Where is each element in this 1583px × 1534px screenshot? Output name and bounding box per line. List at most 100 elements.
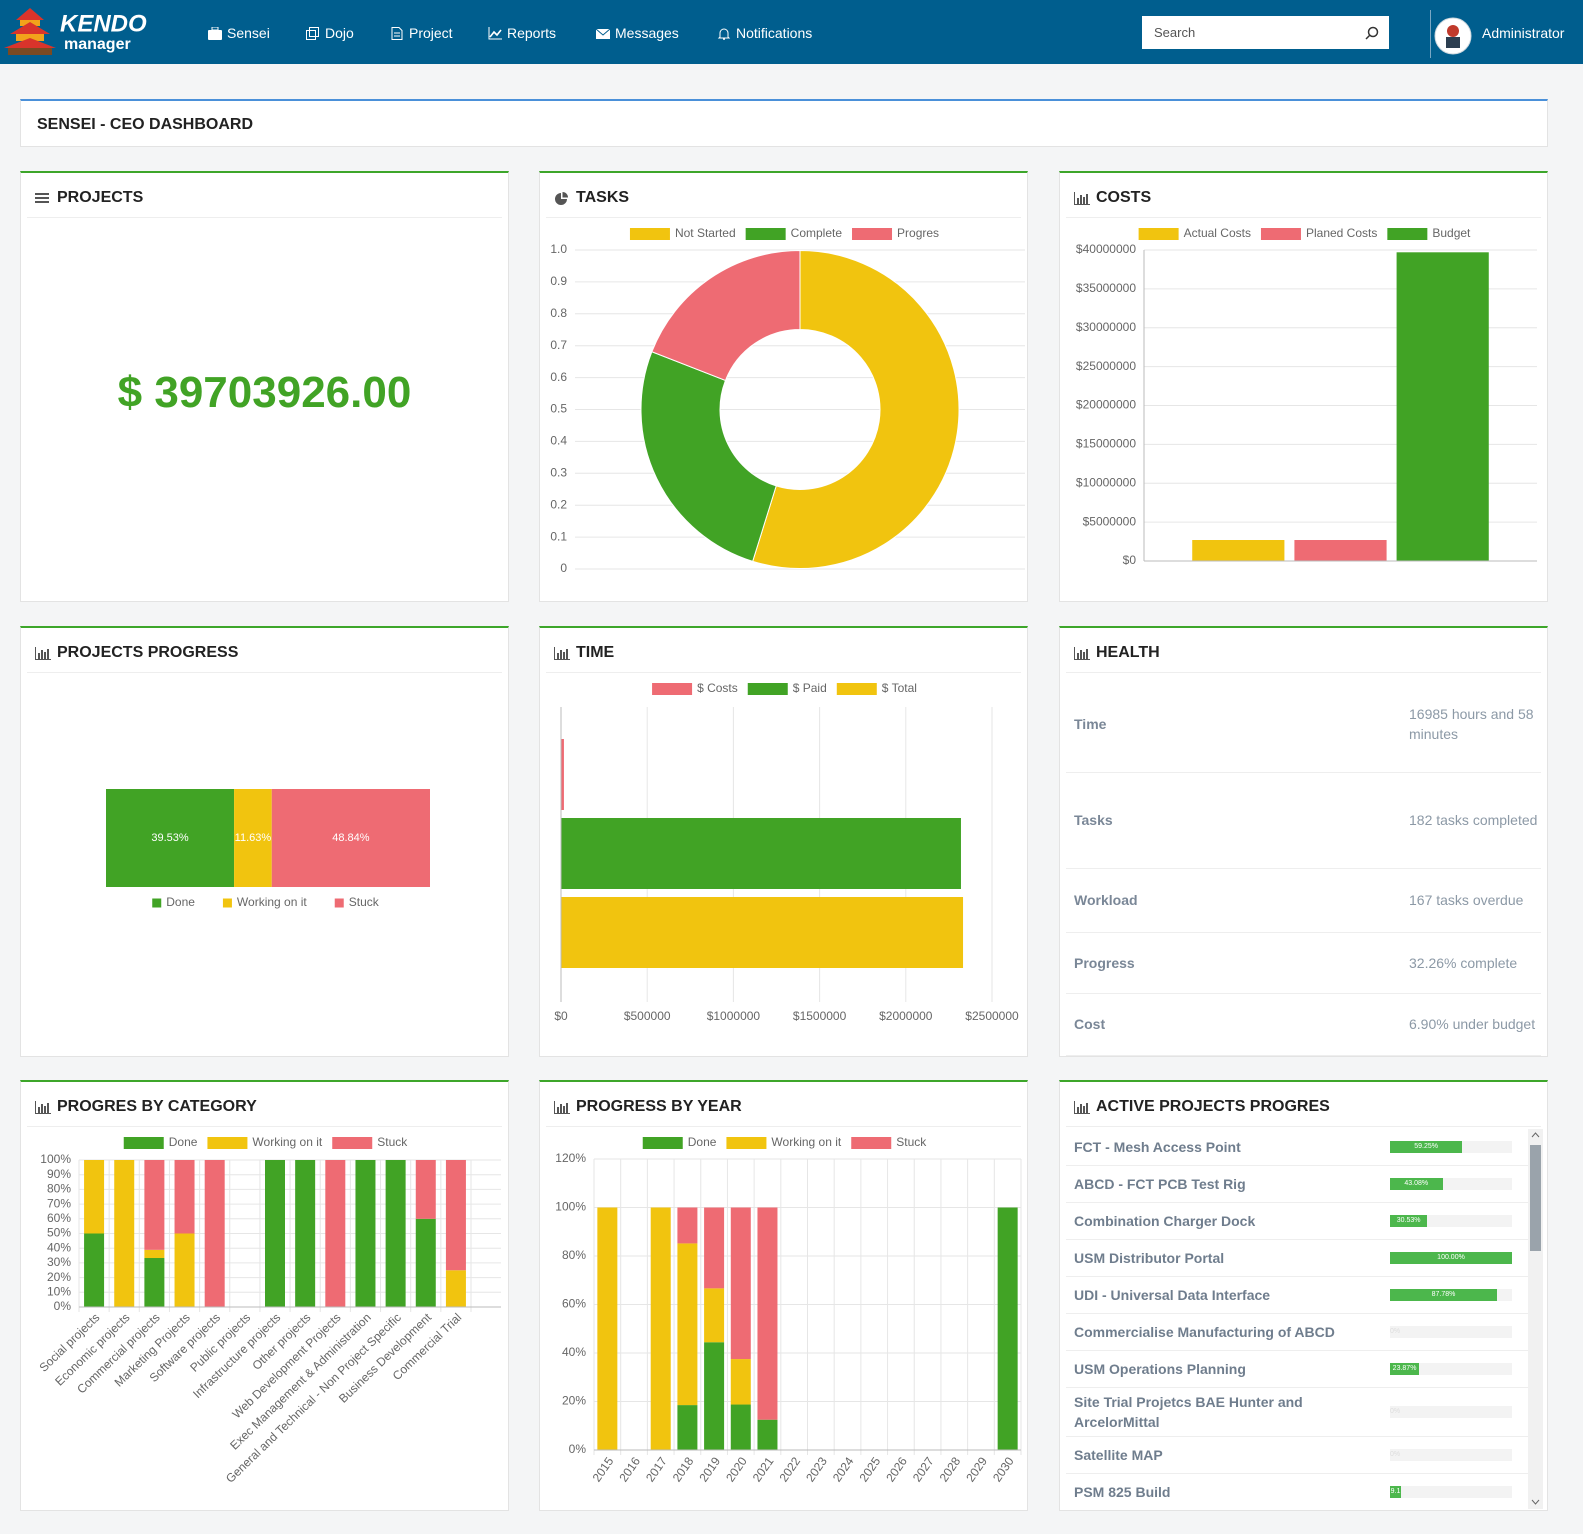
project-row[interactable]: USM Operations Planning23.87% — [1066, 1351, 1528, 1388]
progress-track: 23.87% — [1390, 1363, 1512, 1375]
y-tick-label: 0.3 — [550, 465, 567, 479]
chart: $0$5000000$10000000$15000000$20000000$25… — [1060, 173, 1549, 603]
legend-label: Stuck — [349, 895, 380, 909]
x-tick-label: $2500000 — [965, 1009, 1019, 1023]
search-box[interactable]: Search — [1142, 16, 1389, 49]
legend-label: Budget — [1432, 226, 1471, 240]
progress-label: 100.00% — [1437, 1254, 1465, 1261]
project-row[interactable]: FCT - Mesh Access Point59.25% — [1066, 1129, 1528, 1166]
x-tick-label: 2021 — [750, 1454, 777, 1484]
bar-segment — [731, 1359, 751, 1404]
project-row[interactable]: Combination Charger Dock30.53% — [1066, 1203, 1528, 1240]
x-tick-label: 2027 — [910, 1454, 937, 1484]
y-tick-label: $10000000 — [1076, 475, 1136, 489]
bar-segment — [175, 1160, 195, 1234]
legend-swatch — [726, 1137, 766, 1149]
project-row[interactable]: ABCD - FCT PCB Test Rig43.08% — [1066, 1166, 1528, 1203]
scrollbar[interactable] — [1528, 1129, 1543, 1509]
progress-bar: 30.53% — [1390, 1215, 1427, 1227]
project-name: USM Operations Planning — [1066, 1355, 1390, 1383]
legend-swatch — [335, 899, 344, 908]
project-row[interactable]: Site Trial Projetcs BAE Hunter and Arcel… — [1066, 1388, 1528, 1437]
legend-label: Working on it — [252, 1135, 322, 1149]
health-label: Workload — [1074, 892, 1138, 908]
project-row[interactable]: Satellite MAP0% — [1066, 1437, 1528, 1474]
panel-title: PROJECTS PROGRESS — [57, 644, 238, 662]
chart: $0$500000$1000000$1500000$2000000$250000… — [540, 628, 1029, 1058]
panel-title: COSTS — [1096, 189, 1151, 207]
tasks-panel: TASKS 00.10.20.30.40.50.60.70.80.91.0Not… — [539, 171, 1028, 602]
health-label: Progress — [1074, 955, 1135, 971]
data-label: 11.63% — [235, 832, 272, 844]
y-tick-label: 80% — [47, 1182, 71, 1196]
legend-label: Stuck — [377, 1135, 408, 1149]
progress-label: 0% — [1390, 1408, 1400, 1415]
legend-swatch — [223, 899, 232, 908]
progress-label: 0% — [1390, 1328, 1400, 1335]
y-tick-label: $40000000 — [1076, 242, 1136, 256]
y-tick-label: 60% — [562, 1297, 586, 1311]
bar-segment — [446, 1160, 466, 1270]
nav-reports[interactable]: Reports — [488, 25, 556, 41]
bar-segment — [295, 1160, 315, 1307]
user-menu[interactable]: Administrator — [1482, 25, 1564, 41]
y-tick-label: 1.0 — [550, 242, 567, 256]
progress-label: 9.1 — [1391, 1488, 1401, 1495]
x-tick-label: 2028 — [937, 1454, 964, 1484]
y-tick-label: $25000000 — [1076, 359, 1136, 373]
project-name: Combination Charger Dock — [1066, 1207, 1390, 1235]
chart: 0%20%40%60%80%100%120%201520162017201820… — [540, 1082, 1029, 1512]
x-tick-label: 2030 — [990, 1454, 1017, 1484]
bar-segment — [144, 1250, 164, 1258]
project-row[interactable]: Commercialise Manufacturing of ABCD0% — [1066, 1314, 1528, 1351]
legend-label: $ Costs — [697, 681, 738, 695]
legend-label: Not Started — [675, 226, 736, 240]
y-tick-label: 30% — [47, 1255, 71, 1269]
nav-messages[interactable]: Messages — [596, 25, 679, 41]
x-tick-label: $2000000 — [879, 1009, 933, 1023]
health-label: Tasks — [1074, 812, 1113, 828]
y-tick-label: $35000000 — [1076, 281, 1136, 295]
y-tick-label: 40% — [562, 1345, 586, 1359]
project-name: Satellite MAP — [1066, 1441, 1390, 1469]
legend-label: Stuck — [896, 1135, 927, 1149]
active-project-list[interactable]: FCT - Mesh Access Point59.25%ABCD - FCT … — [1066, 1129, 1528, 1509]
y-tick-label: 100% — [40, 1152, 71, 1166]
progress-label: 59.25% — [1414, 1143, 1438, 1150]
progress-label: 43.08% — [1404, 1180, 1428, 1187]
x-tick-label: 2026 — [883, 1454, 910, 1484]
health-panel: HEALTH Time16985 hours and 58 minutesTas… — [1059, 626, 1548, 1057]
nav-label: Messages — [615, 25, 679, 41]
time-panel: TIME $0$500000$1000000$1500000$2000000$2… — [539, 626, 1028, 1057]
nav-sensei[interactable]: Sensei — [208, 25, 270, 41]
legend-swatch — [1387, 228, 1427, 240]
progress-label: 23.87% — [1393, 1365, 1417, 1372]
legend-swatch — [332, 1137, 372, 1149]
x-tick-label: 2029 — [963, 1454, 990, 1484]
avatar[interactable] — [1433, 16, 1473, 56]
nav-label: Sensei — [227, 25, 270, 41]
logo[interactable]: KENDO manager — [0, 0, 170, 64]
bar — [1294, 540, 1386, 561]
project-row[interactable]: UDI - Universal Data Interface87.78% — [1066, 1277, 1528, 1314]
nav-dojo[interactable]: Dojo — [306, 25, 354, 41]
bar — [561, 818, 961, 889]
page-title: SENSEI - CEO DASHBOARD — [37, 116, 253, 134]
nav-project[interactable]: Project — [390, 25, 453, 41]
health-value: 16985 hours and 58 minutes — [1409, 704, 1544, 744]
project-row[interactable]: USM Distributor Portal100.00% — [1066, 1240, 1528, 1277]
progress-track: 100.00% — [1390, 1252, 1512, 1264]
y-tick-label: 70% — [47, 1196, 71, 1210]
user-name: Administrator — [1482, 25, 1564, 41]
progress-track: 87.78% — [1390, 1289, 1512, 1301]
y-tick-label: 0% — [54, 1299, 72, 1313]
x-tick-label: $1000000 — [707, 1009, 761, 1023]
search-icon[interactable] — [1365, 26, 1379, 40]
nav-notifications[interactable]: Notifications — [717, 25, 812, 41]
y-tick-label: 20% — [47, 1270, 71, 1284]
project-row[interactable]: PSM 825 Build9.1 — [1066, 1474, 1528, 1509]
bar-segment — [757, 1420, 777, 1450]
progress-bar: 87.78% — [1390, 1289, 1497, 1301]
panel-title: TASKS — [576, 189, 629, 207]
x-tick-label: 2020 — [723, 1454, 750, 1484]
